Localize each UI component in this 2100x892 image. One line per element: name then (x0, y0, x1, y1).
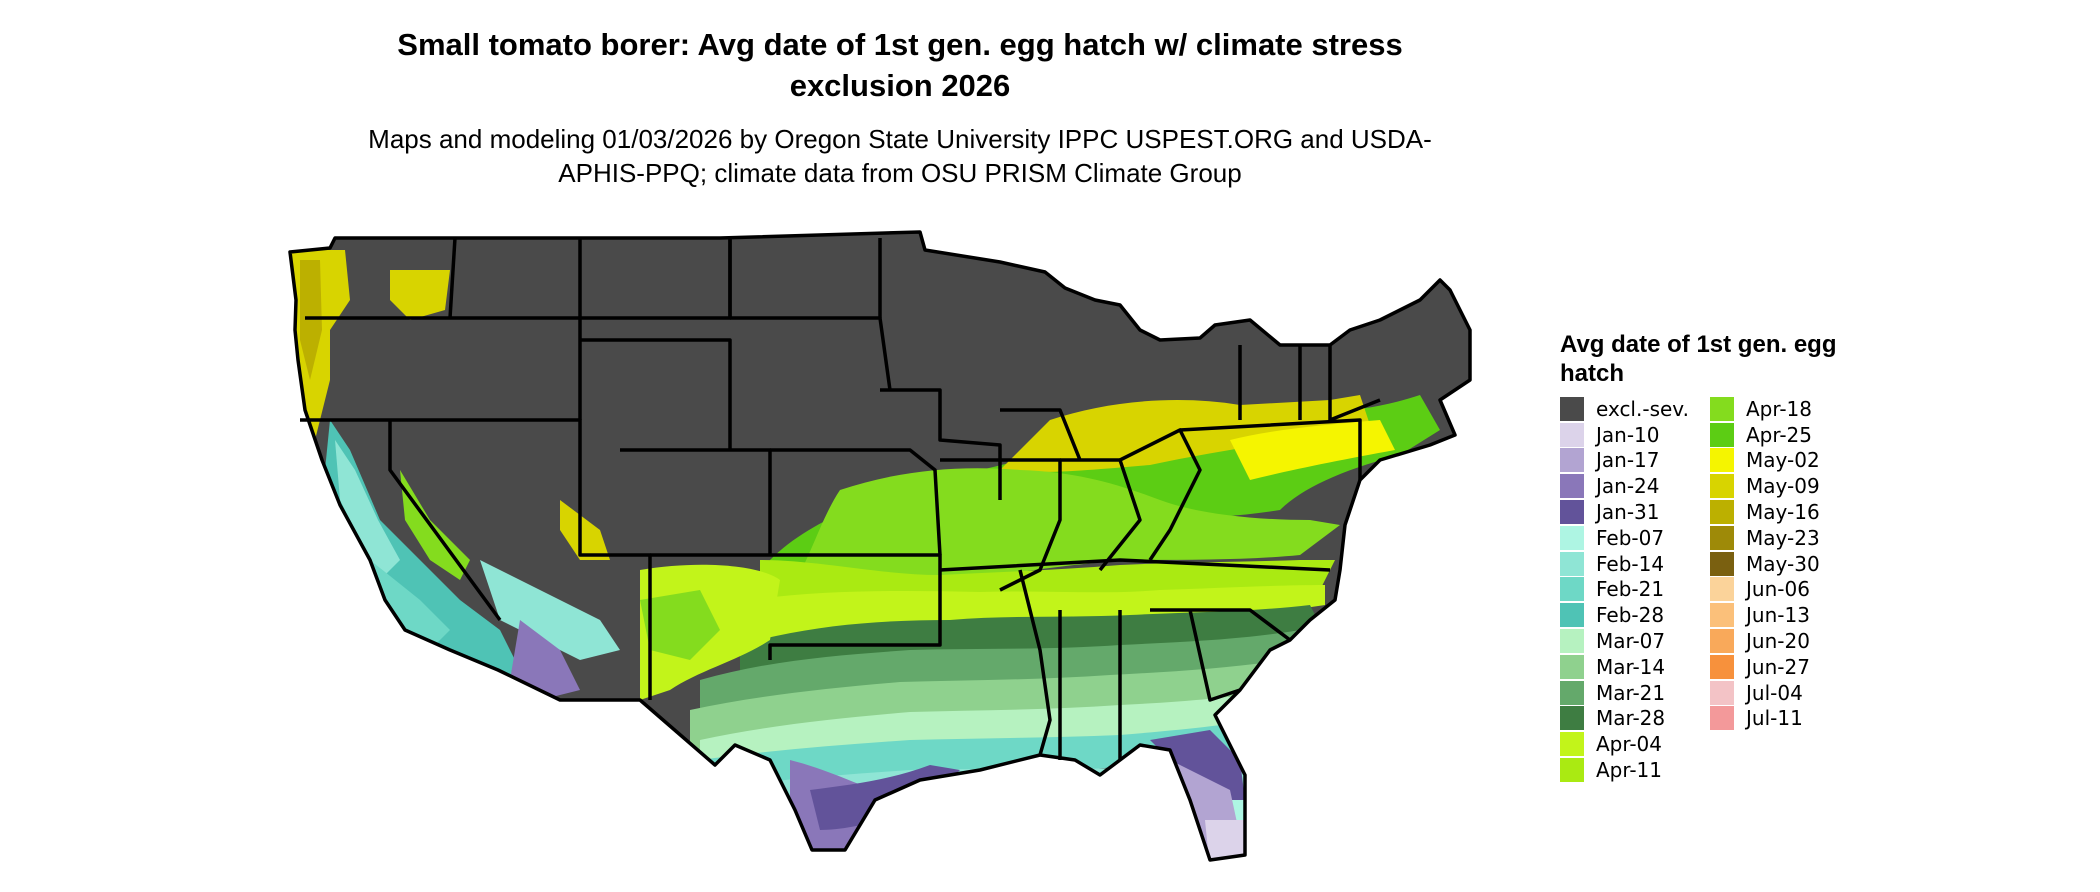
legend-swatch (1710, 629, 1734, 654)
legend-item: Jul-04 (1710, 680, 1860, 706)
legend-label: Mar-14 (1596, 654, 1666, 679)
legend-item: Mar-21 (1560, 680, 1710, 706)
legend-swatch (1710, 706, 1734, 731)
legend-item: Jan-10 (1560, 422, 1710, 448)
legend-item: Jun-13 (1710, 602, 1860, 628)
legend-swatch (1560, 758, 1584, 783)
legend-label: Jun-27 (1746, 654, 1810, 679)
legend-item: May-09 (1710, 473, 1860, 499)
legend-item: Jun-20 (1710, 628, 1860, 654)
legend-swatch (1560, 680, 1584, 705)
legend-column-left: excl.-sev. Jan-10 Jan-17 Jan-24 Jan-31 Feb-07… (1560, 396, 1710, 783)
legend-label: May-16 (1746, 500, 1820, 525)
legend-label: Jun-20 (1746, 629, 1810, 654)
legend-label: Jul-11 (1746, 706, 1803, 731)
map-title: Small tomato borer: Avg date of 1st gen.… (397, 27, 1403, 103)
legend-label: Feb-07 (1596, 525, 1665, 550)
legend-swatch (1710, 448, 1734, 473)
legend-label: Mar-07 (1596, 629, 1666, 654)
legend-label: excl.-sev. (1596, 396, 1689, 421)
legend-swatch (1560, 706, 1584, 731)
legend-item: May-30 (1710, 551, 1860, 577)
legend-item: Jan-31 (1560, 499, 1710, 525)
legend-swatch (1560, 525, 1584, 550)
legend-swatch (1710, 396, 1734, 421)
legend-swatch (1560, 500, 1584, 525)
legend-label: May-30 (1746, 551, 1820, 576)
legend-item: Feb-28 (1560, 602, 1710, 628)
legend-label: Jan-17 (1596, 448, 1660, 473)
legend-swatch (1560, 448, 1584, 473)
state-borders (288, 230, 1472, 862)
legend-item: Jan-17 (1560, 448, 1710, 474)
legend-label: Apr-04 (1596, 732, 1662, 757)
legend-item: Mar-28 (1560, 706, 1710, 732)
legend-label: Jun-06 (1746, 577, 1810, 602)
legend-label: Jan-10 (1596, 422, 1660, 447)
legend-columns: excl.-sev. Jan-10 Jan-17 Jan-24 Jan-31 Feb-07… (1560, 396, 1900, 783)
legend-swatch (1560, 396, 1584, 421)
legend-swatch (1560, 732, 1584, 757)
legend-item: Jul-11 (1710, 706, 1860, 732)
legend-item: Mar-14 (1560, 654, 1710, 680)
legend-item: Jun-06 (1710, 577, 1860, 603)
legend-item: Feb-14 (1560, 551, 1710, 577)
legend-swatch (1710, 603, 1734, 628)
legend-label: Apr-11 (1596, 758, 1662, 783)
legend-label: Jun-13 (1746, 603, 1810, 628)
legend-swatch (1560, 551, 1584, 576)
legend-label: Jan-31 (1596, 500, 1660, 525)
legend-label: Mar-21 (1596, 680, 1666, 705)
legend-label: Apr-18 (1746, 396, 1812, 421)
legend-item: Jun-27 (1710, 654, 1860, 680)
legend-swatch (1560, 629, 1584, 654)
legend-item: Apr-25 (1710, 422, 1860, 448)
legend-swatch (1560, 577, 1584, 602)
legend-swatch (1560, 603, 1584, 628)
legend-item: May-23 (1710, 525, 1860, 551)
legend-swatch (1710, 500, 1734, 525)
legend-swatch (1560, 474, 1584, 499)
legend-label: May-23 (1746, 525, 1820, 550)
legend-label: Apr-25 (1746, 422, 1812, 447)
legend-item: excl.-sev. (1560, 396, 1710, 422)
map-subtitle: Maps and modeling 01/03/2026 by Oregon S… (368, 124, 1432, 188)
legend-swatch (1710, 577, 1734, 602)
legend-item: Apr-04 (1560, 731, 1710, 757)
legend-swatch (1710, 680, 1734, 705)
legend-swatch (1560, 654, 1584, 679)
legend-item: Mar-07 (1560, 628, 1710, 654)
legend-label: Mar-28 (1596, 706, 1666, 731)
legend-swatch (1710, 422, 1734, 447)
legend-column-right: Apr-18 Apr-25 May-02 May-09 May-16 May-23 May-… (1710, 396, 1860, 783)
legend-item: Feb-21 (1560, 577, 1710, 603)
legend-label: Feb-28 (1596, 603, 1665, 628)
legend-swatch (1710, 525, 1734, 550)
legend-label: Jan-24 (1596, 474, 1660, 499)
legend-swatch (1710, 551, 1734, 576)
legend-item: May-16 (1710, 499, 1860, 525)
legend-item: Apr-11 (1560, 757, 1710, 783)
legend-label: May-09 (1746, 474, 1820, 499)
legend-label: Feb-14 (1596, 551, 1665, 576)
legend-swatch (1710, 474, 1734, 499)
legend-item: Apr-18 (1710, 396, 1860, 422)
legend-item: Jan-24 (1560, 473, 1710, 499)
legend-label: Feb-21 (1596, 577, 1665, 602)
us-egg-hatch-map (288, 230, 1472, 862)
legend-item: May-02 (1710, 448, 1860, 474)
legend-label: May-02 (1746, 448, 1820, 473)
legend-title: Avg date of 1st gen. egg hatch (1560, 331, 1837, 387)
legend: Avg date of 1st gen. egg hatch excl.-sev… (1560, 330, 1900, 783)
legend-swatch (1710, 654, 1734, 679)
legend-label: Jul-04 (1746, 680, 1803, 705)
legend-item: Feb-07 (1560, 525, 1710, 551)
legend-swatch (1560, 422, 1584, 447)
